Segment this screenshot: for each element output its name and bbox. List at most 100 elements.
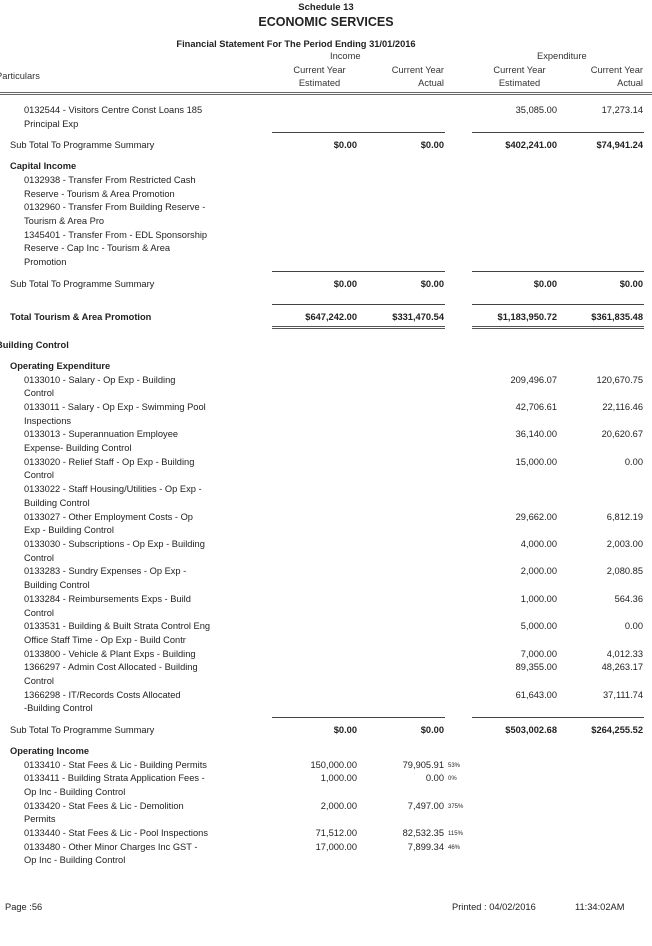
group-heading: Capital Income [10, 161, 77, 172]
line-item: 0133010 - Salary - Op Exp - Building Cont… [0, 374, 652, 401]
page-number: Page :56 [5, 902, 43, 912]
expenditure-actual: 120,670.75 [596, 374, 643, 385]
row-description: 0133010 - Salary - Op Exp - Building Cont… [24, 374, 274, 401]
description-line: 0133283 - Sundry Expenses - Op Exp - [24, 566, 187, 577]
description-line: Control [24, 388, 54, 399]
row-description: Sub Total To Programme Summary [10, 278, 155, 289]
group-heading: Operating Expenditure [10, 360, 111, 371]
description-line: Exp - Building Control [24, 525, 114, 536]
expenditure-estimated: $402,241.00 [472, 132, 558, 153]
description-line: Control [24, 607, 54, 618]
col-subheader: Actual [418, 78, 444, 88]
description-line: Building Control [24, 580, 90, 591]
row-description: 0133030 - Subscriptions - Op Exp - Build… [24, 538, 274, 565]
expenditure-estimated: 4,000.00 [520, 538, 557, 549]
expenditure-estimated: 29,662.00 [515, 511, 557, 522]
col-subheader: Current Year [391, 65, 444, 75]
header-rule [0, 92, 652, 95]
description-line: Inspections [24, 415, 72, 426]
income-actual: 82,532.35 [402, 828, 444, 839]
description-line: Reserve - Tourism & Area Promotion [24, 188, 175, 199]
expenditure-actual: 6,812.19 [606, 511, 643, 522]
expenditure-estimated: $1,183,950.72 [472, 304, 558, 329]
income-actual: $0.00 [358, 717, 445, 738]
row-description: 0133022 - Staff Housing/Utilities - Op E… [24, 483, 274, 510]
income-estimated: 150,000.00 [310, 759, 357, 770]
row-description: 0133800 - Vehicle & Plant Exps - Buildin… [24, 648, 274, 662]
expenditure-actual: 2,080.85 [606, 566, 643, 577]
report-title: ECONOMIC SERVICES [258, 15, 394, 29]
row-description: Total Tourism & Area Promotion [10, 312, 152, 323]
expenditure-actual: 20,620.67 [601, 429, 643, 440]
col-expenditure: Expenditure [537, 51, 587, 61]
row-description: 0133440 - Stat Fees & Lic - Pool Inspect… [24, 827, 274, 841]
description-line: 1366297 - Admin Cost Allocated - Buildin… [24, 662, 198, 673]
line-item: 0133411 - Building Strata Application Fe… [0, 772, 652, 799]
percent-of-budget: 115% [448, 831, 463, 838]
line-item: 0133030 - Subscriptions - Op Exp - Build… [0, 538, 652, 565]
income-estimated: $0.00 [272, 132, 358, 153]
expenditure-estimated: 89,355.00 [515, 662, 557, 673]
row-description: 0133531 - Building & Built Strata Contro… [24, 620, 274, 647]
subtotal-row: Sub Total To Programme Summary $0.00 $0.00… [0, 270, 652, 292]
income-actual: 7,497.00 [407, 800, 444, 811]
col-subheader: Current Year [293, 65, 346, 75]
subtotal-row: Sub Total To Programme Summary $0.00 $0.00… [0, 132, 652, 153]
percent-of-budget: 46% [448, 844, 461, 851]
expenditure-estimated: 61,643.00 [515, 689, 557, 700]
description-line: Control [24, 470, 54, 481]
row-description: Sub Total To Programme Summary [10, 725, 155, 736]
statement-rows: 0132544 - Visitors Centre Const Loans 18… [0, 104, 652, 868]
line-item: 0133020 - Relief Staff - Op Exp - Buildi… [0, 456, 652, 483]
col-subheader: Current Year [493, 65, 546, 75]
percent-of-budget: 375% [448, 803, 464, 810]
expenditure-estimated: 1,000.00 [520, 593, 557, 604]
line-item: 0133800 - Vehicle & Plant Exps - Buildin… [0, 648, 652, 662]
expenditure-estimated: 5,000.00 [520, 621, 557, 632]
col-subheader: Current Year [590, 65, 643, 75]
line-item: 0133284 - Reimbursements Exps - Build Con… [0, 593, 652, 620]
description-line: 0133440 - Stat Fees & Lic - Pool Inspect… [24, 828, 208, 839]
expenditure-estimated: 35,085.00 [515, 105, 557, 115]
expenditure-estimated: 7,000.00 [520, 648, 557, 659]
expenditure-estimated: 2,000.00 [520, 566, 557, 577]
description-line: 0133013 - Superannuation Employee [24, 429, 179, 440]
line-item: 0133022 - Staff Housing/Utilities - Op E… [0, 483, 652, 510]
income-estimated: $647,242.00 [272, 304, 358, 329]
row-description: 0133013 - Superannuation Employee Expense… [24, 428, 274, 455]
description-line: 0132960 - Transfer From Building Reserve… [24, 202, 206, 213]
line-item: 0133283 - Sundry Expenses - Op Exp - Buil… [0, 565, 652, 592]
description-line: Promotion [24, 257, 67, 268]
schedule-label: Schedule 13 [298, 2, 354, 13]
line-item: 0132960 - Transfer From Building Reserve… [0, 201, 652, 228]
row-description: 0133020 - Relief Staff - Op Exp - Buildi… [24, 456, 274, 483]
expenditure-actual: 22,116.46 [602, 401, 643, 412]
expenditure-estimated: 36,140.00 [515, 429, 557, 440]
row-description: 0132938 - Transfer From Restricted Cash R… [24, 174, 274, 201]
subtotal-row: Sub Total To Programme Summary $0.00 $0.00… [0, 717, 652, 738]
income-estimated: $0.00 [272, 717, 358, 738]
line-item: 0133480 - Other Minor Charges Inc GST - O… [0, 841, 652, 868]
row-description: 0133283 - Sundry Expenses - Op Exp - Buil… [24, 565, 274, 592]
description-line: 1345401 - Transfer From - EDL Sponsorshi… [24, 229, 208, 240]
description-line: Tourism & Area Pro [24, 215, 105, 226]
expenditure-actual: 0.00 [624, 456, 643, 467]
line-item: 0133027 - Other Employment Costs - Op Exp… [0, 511, 652, 538]
expenditure-actual: $361,835.48 [558, 304, 644, 329]
description-line: Control [24, 552, 54, 563]
expenditure-estimated: 42,706.61 [515, 401, 557, 412]
col-subheader: Actual [617, 78, 643, 88]
col-income: Income [330, 51, 361, 61]
line-item: 0133420 - Stat Fees & Lic - Demolition Pe… [0, 800, 652, 827]
income-estimated: $0.00 [272, 270, 358, 292]
description-line: 0133020 - Relief Staff - Op Exp - Buildi… [24, 456, 195, 467]
line-item: 0132544 - Visitors Centre Const Loans 18… [0, 104, 652, 131]
description-line: Reserve - Cap Inc - Tourism & Area [24, 243, 171, 254]
expenditure-actual: 564.36 [614, 593, 643, 604]
line-item: 0133410 - Stat Fees & Lic - Building Per… [0, 759, 652, 773]
income-estimated: 17,000.00 [315, 841, 357, 852]
expenditure-actual: 4,012.33 [606, 648, 643, 659]
description-line: Op Inc - Building Control [24, 786, 126, 797]
description-line: 0133011 - Salary - Op Exp - Swimming Poo… [24, 401, 206, 412]
description-line: 0133420 - Stat Fees & Lic - Demolition [24, 800, 184, 811]
